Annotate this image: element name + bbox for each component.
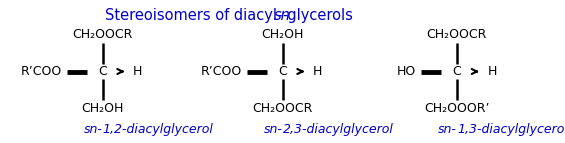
- Text: R’COO: R’COO: [21, 65, 62, 78]
- Text: sn-: sn-: [264, 123, 282, 136]
- Text: Stereoisomers of diacyl-: Stereoisomers of diacyl-: [105, 8, 282, 23]
- Text: sn-: sn-: [438, 123, 457, 136]
- Text: C: C: [98, 65, 107, 78]
- Text: sn-: sn-: [84, 123, 103, 136]
- Text: CH₂OH: CH₂OH: [261, 28, 304, 41]
- Text: CH₂OOCR: CH₂OOCR: [253, 102, 312, 115]
- Text: C: C: [278, 65, 287, 78]
- Text: sn: sn: [274, 8, 291, 23]
- Text: H: H: [313, 65, 322, 78]
- Text: R’COO: R’COO: [201, 65, 242, 78]
- Text: H: H: [133, 65, 142, 78]
- Text: HO: HO: [397, 65, 416, 78]
- Text: H: H: [488, 65, 497, 78]
- Text: CH₂OH: CH₂OH: [81, 102, 124, 115]
- Text: CH₂OOCR: CH₂OOCR: [427, 28, 487, 41]
- Text: 1,2-diacylglycerol: 1,2-diacylglycerol: [103, 123, 214, 136]
- Text: -glycerols: -glycerols: [282, 8, 353, 23]
- Text: C: C: [453, 65, 461, 78]
- Text: 2,3-diacylglycerol: 2,3-diacylglycerol: [282, 123, 393, 136]
- Text: 1,3-diacylglycerol: 1,3-diacylglycerol: [457, 123, 565, 136]
- Text: CH₂OOCR: CH₂OOCR: [72, 28, 133, 41]
- Text: CH₂OOOR’: CH₂OOOR’: [424, 102, 490, 115]
